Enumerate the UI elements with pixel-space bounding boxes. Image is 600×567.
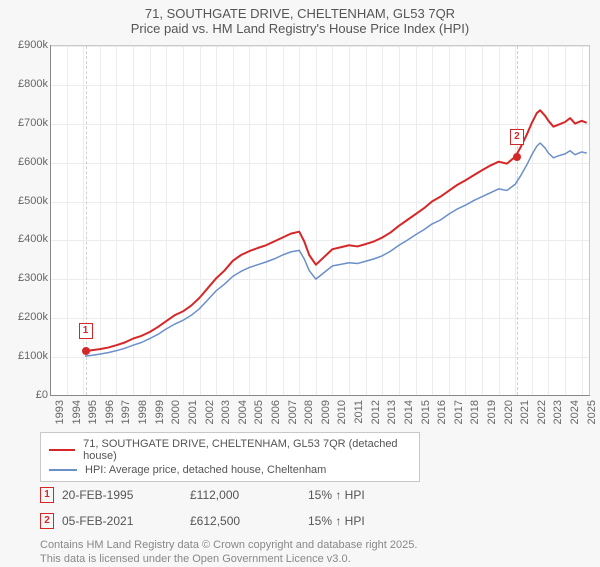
x-tick-label: 2014 — [403, 400, 415, 424]
chart-lines-svg — [50, 45, 590, 395]
x-tick-label: 2025 — [586, 400, 598, 424]
y-tick-label: £700k — [18, 117, 48, 129]
sale-marker-id-box: 2 — [510, 129, 524, 145]
y-tick-label: £100k — [18, 350, 48, 362]
x-tick-label: 2017 — [453, 400, 465, 424]
x-tick-label: 2019 — [486, 400, 498, 424]
footer-line-2: This data is licensed under the Open Gov… — [40, 552, 600, 566]
footer-line-1: Contains HM Land Registry data © Crown c… — [40, 538, 600, 552]
chart-area: £0 £100k £200k £300k £400k £500k £600k £700k £80… — [0, 40, 600, 430]
legend-box: 71, SOUTHGATE DRIVE, CHELTENHAM, GL53 7Q… — [40, 432, 420, 482]
legend-swatch — [49, 469, 77, 471]
legend-label: 71, SOUTHGATE DRIVE, CHELTENHAM, GL53 7Q… — [83, 438, 411, 462]
y-tick-label: £0 — [36, 389, 48, 401]
sale-price: £612,500 — [190, 514, 300, 528]
x-tick-label: 1993 — [54, 400, 66, 424]
marker-id-box: 1 — [40, 487, 54, 503]
sale-marker-dot — [513, 153, 521, 161]
title-line-1: 71, SOUTHGATE DRIVE, CHELTENHAM, GL53 7Q… — [0, 6, 600, 21]
x-tick-label: 2001 — [187, 400, 199, 424]
x-tick-label: 2018 — [469, 400, 481, 424]
marker-id-box: 2 — [40, 513, 54, 529]
x-tick-label: 2010 — [336, 400, 348, 424]
y-tick-label: £900k — [18, 39, 48, 51]
x-tick-label: 1994 — [71, 400, 83, 424]
sale-marker-dot — [82, 347, 90, 355]
x-tick-label: 2011 — [353, 400, 365, 424]
title-line-2: Price paid vs. HM Land Registry's House … — [0, 21, 600, 36]
y-tick-label: £200k — [18, 311, 48, 323]
x-tick-label: 2004 — [237, 400, 249, 424]
x-tick-label: 2020 — [503, 400, 515, 424]
y-tick-label: £500k — [18, 195, 48, 207]
x-tick-label: 2021 — [519, 400, 531, 424]
footer-attribution: Contains HM Land Registry data © Crown c… — [40, 538, 600, 567]
x-tick-label: 2015 — [420, 400, 432, 424]
sale-marker-id-box: 1 — [79, 323, 93, 339]
y-tick-label: £400k — [18, 233, 48, 245]
sales-rows: 1 20-FEB-1995 £112,000 15% ↑ HPI 2 05-FE… — [40, 482, 600, 534]
x-tick-label: 1999 — [154, 400, 166, 424]
x-tick-label: 2008 — [303, 400, 315, 424]
sale-row: 1 20-FEB-1995 £112,000 15% ↑ HPI — [40, 482, 600, 508]
x-tick-label: 2002 — [204, 400, 216, 424]
x-tick-label: 2009 — [320, 400, 332, 424]
x-tick-label: 2012 — [370, 400, 382, 424]
x-tick-label: 2007 — [287, 400, 299, 424]
x-tick-label: 1996 — [104, 400, 116, 424]
y-tick-label: £600k — [18, 156, 48, 168]
x-tick-label: 2000 — [170, 400, 182, 424]
legend-label: HPI: Average price, detached house, Chel… — [85, 464, 326, 476]
legend-row: HPI: Average price, detached house, Chel… — [49, 463, 411, 477]
x-tick-label: 2005 — [253, 400, 265, 424]
sale-price: £112,000 — [190, 488, 300, 502]
y-tick-label: £800k — [18, 78, 48, 90]
x-tick-label: 2022 — [536, 400, 548, 424]
series-hpi — [85, 143, 587, 356]
legend-swatch — [49, 449, 75, 451]
x-tick-label: 2023 — [552, 400, 564, 424]
x-axis-line — [50, 395, 590, 396]
sale-hpi-diff: 15% ↑ HPI — [308, 514, 428, 528]
x-tick-label: 1997 — [120, 400, 132, 424]
x-tick-label: 2016 — [436, 400, 448, 424]
sale-date: 05-FEB-2021 — [62, 514, 182, 528]
sale-date: 20-FEB-1995 — [62, 488, 182, 502]
x-tick-label: 1995 — [87, 400, 99, 424]
x-tick-label: 2013 — [386, 400, 398, 424]
series-property — [85, 110, 587, 351]
x-tick-label: 2006 — [270, 400, 282, 424]
sale-hpi-diff: 15% ↑ HPI — [308, 488, 428, 502]
x-tick-label: 2003 — [220, 400, 232, 424]
sale-row: 2 05-FEB-2021 £612,500 15% ↑ HPI — [40, 508, 600, 534]
legend-row: 71, SOUTHGATE DRIVE, CHELTENHAM, GL53 7Q… — [49, 437, 411, 463]
chart-title-block: 71, SOUTHGATE DRIVE, CHELTENHAM, GL53 7Q… — [0, 0, 600, 40]
x-tick-label: 1998 — [137, 400, 149, 424]
y-tick-label: £300k — [18, 272, 48, 284]
x-tick-label: 2024 — [569, 400, 581, 424]
